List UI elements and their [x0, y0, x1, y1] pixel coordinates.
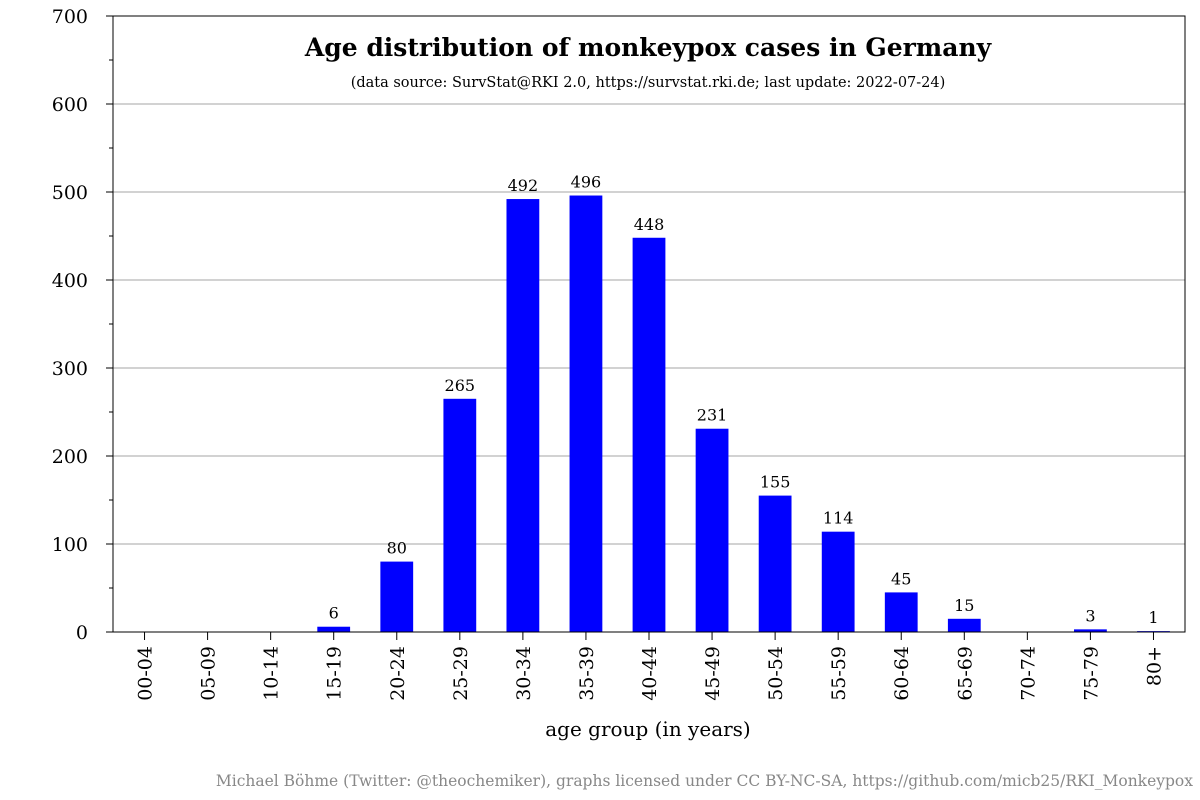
chart-subtitle: (data source: SurvStat@RKI 2.0, https://… — [351, 75, 946, 91]
bar-50-54 — [758, 495, 792, 632]
x-tick-label: 15-19 — [324, 646, 346, 701]
footer-credit: Michael Böhme (Twitter: @theochemiker), … — [216, 772, 1193, 790]
data-label-55-59: 114 — [823, 509, 854, 528]
data-label-75-79: 3 — [1085, 606, 1095, 625]
x-tick-label: 35-39 — [576, 646, 598, 701]
x-axis-ticks: 00-04 05-09 10-14 15-19 20-24 25-29 30-34 35-39… — [135, 632, 1165, 701]
x-tick-label: 80+ — [1143, 646, 1165, 686]
bar-25-29 — [443, 398, 477, 632]
data-label-30-34: 492 — [508, 176, 539, 195]
bar-35-39 — [569, 195, 603, 632]
x-tick-label: 30-34 — [513, 646, 535, 701]
x-tick-label: 65-69 — [954, 646, 976, 701]
bar-45-49 — [695, 428, 729, 632]
x-tick-label: 45-49 — [702, 646, 724, 701]
x-tick-label: 05-09 — [198, 646, 220, 701]
y-tick-label: 100 — [52, 534, 88, 556]
y-axis-ticks: 0 100 200 300 400 500 600 700 — [52, 6, 113, 644]
data-label-40-44: 448 — [634, 215, 665, 234]
x-tick-label: 75-79 — [1080, 646, 1102, 701]
x-tick-label: 00-04 — [135, 646, 157, 701]
data-label-60-64: 45 — [891, 569, 911, 588]
data-label-20-24: 80 — [387, 539, 407, 558]
x-tick-label: 60-64 — [891, 646, 913, 701]
y-tick-label: 400 — [52, 270, 88, 292]
y-tick-label: 0 — [76, 622, 88, 644]
y-tick-label: 200 — [52, 446, 88, 468]
x-tick-label: 10-14 — [261, 646, 283, 701]
x-tick-label: 40-44 — [639, 646, 661, 701]
y-tick-label: 500 — [52, 182, 88, 204]
x-tick-label: 70-74 — [1017, 646, 1039, 701]
data-label-80+: 1 — [1148, 608, 1158, 627]
bar-20-24 — [380, 561, 414, 632]
bar-60-64 — [884, 592, 918, 632]
x-axis-label: age group (in years) — [545, 717, 751, 741]
bar-55-59 — [821, 531, 855, 632]
data-label-50-54: 155 — [760, 473, 791, 492]
bar-65-69 — [947, 618, 981, 632]
bar-30-34 — [506, 199, 540, 633]
x-tick-label: 55-59 — [828, 646, 850, 701]
y-tick-label: 600 — [52, 94, 88, 116]
y-tick-label: 700 — [52, 6, 88, 28]
bars — [317, 195, 1170, 633]
x-tick-label: 25-29 — [450, 646, 472, 701]
data-label-35-39: 496 — [571, 173, 602, 192]
data-label-65-69: 15 — [954, 596, 974, 615]
data-labels: 6 80 265 492 496 448 231 155 114 45 15 3 1 — [329, 173, 1159, 628]
bar-40-44 — [632, 237, 666, 632]
x-tick-label: 50-54 — [765, 646, 787, 701]
data-label-25-29: 265 — [445, 376, 476, 395]
bar-75-79 — [1074, 629, 1107, 632]
bar-15-19 — [317, 626, 351, 632]
chart-title: Age distribution of monkeypox cases in G… — [304, 33, 993, 62]
data-label-15-19: 6 — [329, 604, 339, 623]
data-label-45-49: 231 — [697, 406, 728, 425]
y-tick-label: 300 — [52, 358, 88, 380]
x-tick-label: 20-24 — [387, 646, 409, 701]
